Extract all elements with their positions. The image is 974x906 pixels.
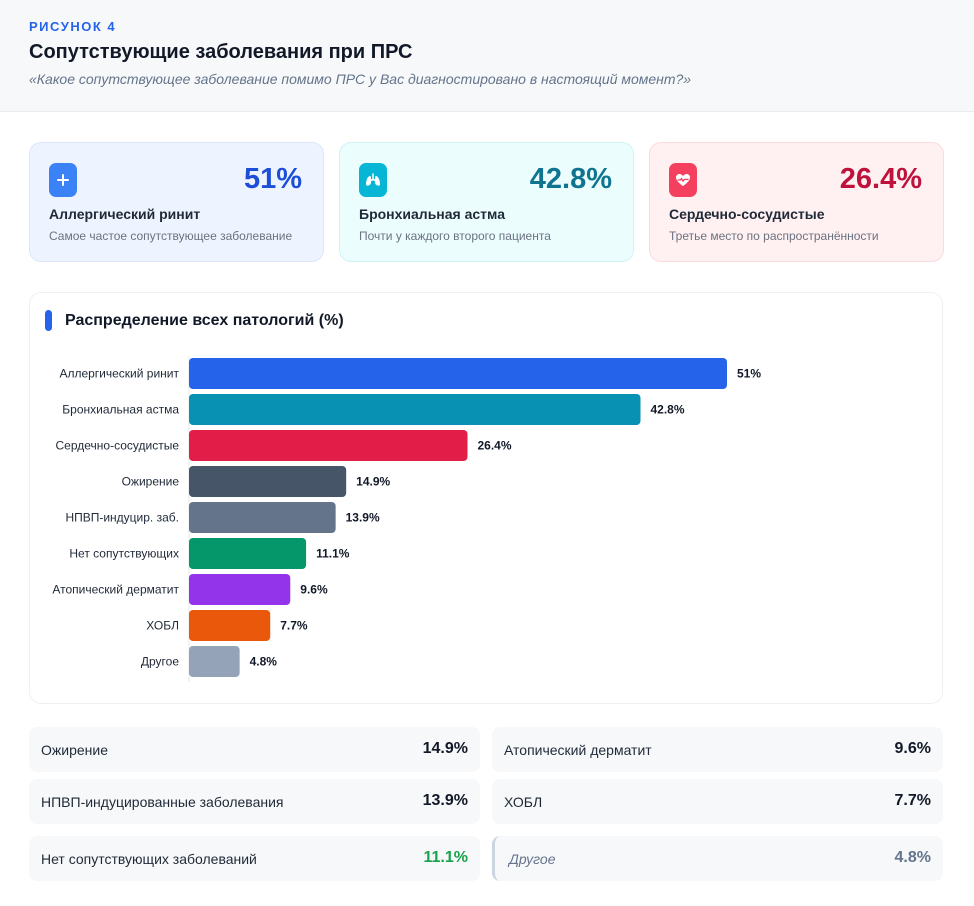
chart-title-marker [45,310,52,331]
bar [189,610,271,641]
category-label: Бронхиальная астма [62,403,179,417]
chart-panel: Распределение всех патологий (%) Аллерги… [29,292,943,704]
card-description: Третье место по распространённости [669,229,879,243]
card-description: Почти у каждого второго пациента [359,229,551,243]
stat-item: Ожирение 14.9% [29,727,480,772]
stat-value: 4.8% [894,849,931,866]
stat-item: НПВП-индуцированные заболевания 13.9% [29,779,480,824]
stat-value: 14.9% [422,740,468,757]
bar [189,466,347,497]
bar [189,430,468,461]
heart-pulse-icon [669,163,697,197]
stat-label: НПВП-индуцированные заболевания [41,794,284,810]
card-allergic-rhinitis: 51% Аллергический ринит Самое частое соп… [29,142,324,262]
category-label: Атопический дерматит [52,583,179,597]
lungs-icon [359,163,387,197]
stat-value: 13.9% [422,792,468,809]
plus-icon [49,163,77,197]
stat-label: Ожирение [41,742,108,758]
stat-label: Другое [509,851,556,867]
bar-chart: Аллергический ринит 51% Бронхиальная астма… [52,356,761,682]
stat-item: Нет сопутствующих заболеваний 11.1% [29,836,480,881]
bar [189,538,307,569]
stat-value: 9.6% [894,740,931,757]
category-label: Сердечно-сосудистые [56,439,180,453]
bar [189,394,641,425]
category-label: Нет сопутствующих [69,547,179,561]
value-label: 11.1% [316,547,350,561]
card-value: 42.8% [529,163,612,195]
value-label: 4.8% [250,655,278,669]
bar [189,574,291,605]
figure-header: РИСУНОК 4 Сопутствующие заболевания при … [0,0,974,112]
card-name: Бронхиальная астма [359,206,505,222]
chart-title: Распределение всех патологий (%) [65,312,344,329]
category-label: Другое [141,655,179,669]
category-label: Аллергический ринит [59,367,179,381]
card-value: 51% [243,163,302,195]
bar [189,646,240,677]
category-label: ХОБЛ [146,619,179,633]
figure-title: Сопутствующие заболевания при ПРС [29,41,413,63]
stat-item: ХОБЛ 7.7% [492,779,943,824]
card-description: Самое частое сопутствующее заболевание [49,229,293,243]
card-bronchial-asthma: 42.8% Бронхиальная астма Почти у каждого… [339,142,634,262]
card-cardiovascular: 26.4% Сердечно-сосудистые Третье место п… [649,142,944,262]
value-label: 14.9% [356,475,390,489]
value-label: 7.7% [280,619,308,633]
stat-label: ХОБЛ [504,794,543,810]
card-value: 26.4% [839,163,922,195]
bar [189,358,727,389]
stat-item: Другое 4.8% [492,836,943,881]
card-name: Аллергический ринит [49,206,201,222]
value-label: 51% [737,367,761,381]
value-label: 9.6% [300,583,328,597]
category-label: НПВП-индуцир. заб. [65,511,179,525]
value-label: 26.4% [477,439,511,453]
stat-value: 7.7% [894,792,931,809]
stat-label: Атопический дерматит [504,742,652,758]
value-label: 42.8% [650,403,684,417]
bar [189,502,336,533]
value-label: 13.9% [346,511,380,525]
category-label: Ожирение [122,475,180,489]
figure-subtitle: «Какое сопутствующее заболевание помимо … [29,71,692,87]
figure-label: РИСУНОК 4 [29,19,117,34]
stat-value: 11.1% [423,849,468,866]
card-name: Сердечно-сосудистые [669,206,825,222]
stat-item: Атопический дерматит 9.6% [492,727,943,772]
stat-label: Нет сопутствующих заболеваний [41,851,257,867]
